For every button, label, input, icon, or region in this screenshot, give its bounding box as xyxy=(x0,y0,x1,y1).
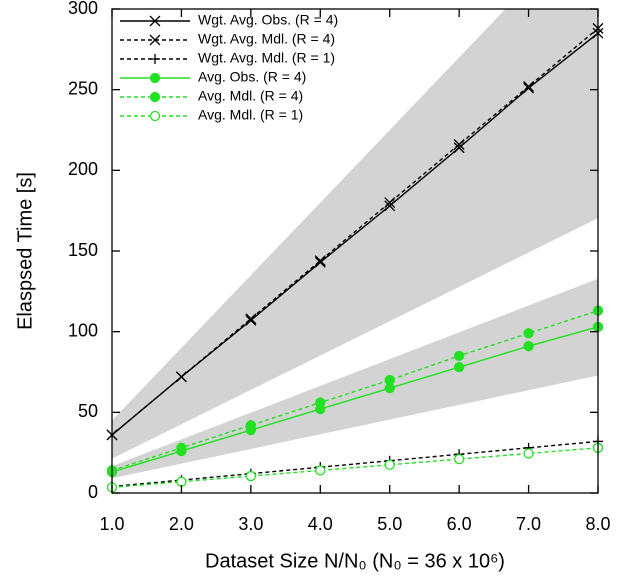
marker xyxy=(453,453,465,465)
x-tick-label: 4.0 xyxy=(308,514,333,534)
y-tick-label: 250 xyxy=(68,78,98,98)
marker xyxy=(315,465,326,476)
marker xyxy=(453,139,465,150)
legend-symbol xyxy=(149,91,161,103)
marker xyxy=(314,255,326,267)
series-line xyxy=(111,310,599,472)
marker xyxy=(175,371,187,383)
legend-marker xyxy=(150,54,160,64)
marker xyxy=(523,80,535,92)
marker xyxy=(453,362,465,373)
marker xyxy=(315,397,326,408)
legend-symbol xyxy=(149,72,161,84)
legend-marker xyxy=(149,72,161,84)
series-line xyxy=(111,27,599,436)
marker xyxy=(523,82,535,94)
legend-symbol xyxy=(149,110,161,122)
x-tick-label: 1.0 xyxy=(99,514,124,534)
marker xyxy=(453,142,465,154)
legend-label: Wgt. Avg. Mdl. (R = 1) xyxy=(198,50,335,66)
bands xyxy=(112,9,598,479)
legend-symbol xyxy=(149,15,161,27)
marker xyxy=(523,448,534,459)
x-tick-label: 8.0 xyxy=(585,514,610,534)
legend-label: Avg. Mdl. (R = 4) xyxy=(198,88,303,104)
x-tick-label: 7.0 xyxy=(516,514,541,534)
legend-marker xyxy=(149,15,161,27)
y-tick-label: 300 xyxy=(68,0,98,18)
band xyxy=(112,278,598,479)
legend-label: Wgt. Avg. Obs. (R = 4) xyxy=(198,12,338,28)
marker xyxy=(245,420,257,431)
y-tick-label: 100 xyxy=(68,320,98,340)
legend-label: Avg. Obs. (R = 4) xyxy=(198,69,306,85)
legend-symbol xyxy=(149,34,161,46)
legend-label: Wgt. Avg. Mdl. (R = 4) xyxy=(198,31,335,47)
marker xyxy=(384,374,395,386)
marker xyxy=(176,476,187,487)
x-tick-label: 2.0 xyxy=(169,514,194,534)
marker xyxy=(384,459,395,470)
y-axis-label: Elaspsed Time [s] xyxy=(14,172,36,330)
legend-marker xyxy=(149,91,161,103)
y-tick-label: 50 xyxy=(78,401,98,421)
marker xyxy=(245,470,257,482)
x-tick-label: 5.0 xyxy=(377,514,402,534)
marker xyxy=(453,350,465,362)
y-tick-label: 150 xyxy=(68,240,98,260)
x-tick-label: 3.0 xyxy=(238,514,263,534)
marker xyxy=(245,314,257,326)
marker xyxy=(314,256,326,268)
marker xyxy=(384,197,396,209)
legend-symbol xyxy=(150,54,160,64)
x-axis-label: Dataset Size N/N₀ (N₀ = 36 x 10⁶) xyxy=(205,550,505,572)
y-tick-label: 0 xyxy=(88,482,98,502)
series-line xyxy=(111,447,599,489)
series-line xyxy=(111,326,599,473)
marker xyxy=(523,328,534,339)
legend-marker xyxy=(149,110,161,122)
marker xyxy=(523,341,534,352)
x-tick-label: 6.0 xyxy=(447,514,472,534)
legend-label: Avg. Mdl. (R = 1) xyxy=(198,107,303,123)
y-tick-label: 200 xyxy=(68,159,98,179)
marker xyxy=(384,200,396,212)
series-line xyxy=(111,440,599,488)
legend-marker xyxy=(149,34,161,46)
marker xyxy=(245,313,257,325)
marker xyxy=(176,442,187,453)
